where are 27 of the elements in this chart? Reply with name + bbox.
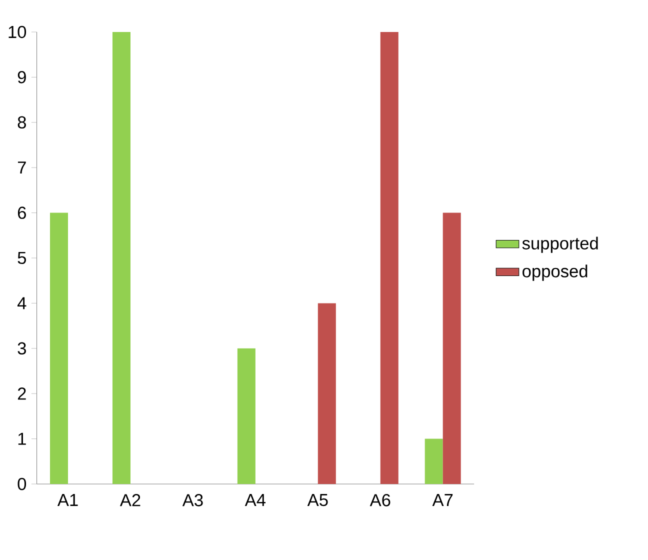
x-tick-label: A4 [244, 494, 266, 506]
x-tick-label: A6 [370, 494, 390, 506]
bar [442, 212, 461, 484]
legend-label: supported [522, 236, 598, 253]
bar [237, 348, 256, 484]
y-tick-label: 7 [18, 162, 26, 174]
bar [318, 303, 336, 484]
y-tick-label: 3 [18, 342, 26, 355]
y-tick-label: 10 [8, 26, 26, 38]
bar [112, 32, 130, 484]
bar [424, 438, 443, 484]
y-tick-label: 4 [17, 297, 26, 310]
y-tick-label: 1 [18, 432, 26, 445]
bar [380, 32, 398, 484]
y-tick-label: 8 [18, 116, 26, 129]
x-tick-label: A1 [57, 494, 78, 506]
y-tick-label: 6 [18, 206, 26, 219]
legend-label: opposed [522, 264, 588, 281]
y-tick-label: 0 [18, 478, 26, 490]
y-tick-label: 5 [18, 252, 26, 264]
x-tick-label: A2 [120, 494, 140, 506]
x-tick-label: A3 [182, 494, 203, 506]
y-tick-label: 2 [18, 388, 26, 400]
y-tick-label: 9 [18, 71, 26, 84]
bar [50, 212, 68, 484]
x-tick-label: A5 [307, 494, 328, 506]
x-tick-label: A7 [432, 494, 453, 506]
